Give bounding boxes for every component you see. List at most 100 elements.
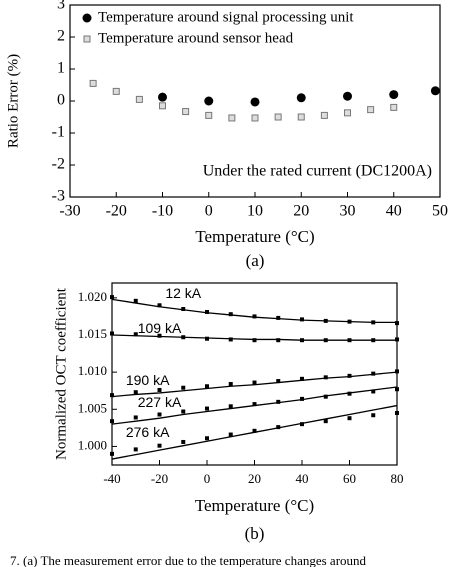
data-point [390,103,398,111]
measured-point [181,307,186,311]
y-tick-label: 1.020 [78,289,107,304]
measured-point [395,321,399,326]
measured-point [347,391,352,396]
measured-point [157,303,162,308]
data-point [274,113,282,121]
measured-point [371,320,376,325]
x-tick-label: 50 [432,203,448,220]
x-tick-label: -20 [151,471,168,486]
data-point [367,106,375,114]
y-tick-label: 0 [57,92,65,109]
measured-point [157,387,162,392]
legend-marker [82,13,92,23]
series-label: 276 kA [126,424,170,440]
data-point [158,92,167,102]
measured-point [181,335,186,340]
measured-point [395,387,399,392]
x-tick-label: 60 [343,471,356,486]
x-tick-label: 40 [296,471,309,486]
y-tick-label: 1.000 [78,437,107,452]
x-tick-label: 80 [391,471,404,486]
x-tick-label: -20 [106,203,127,220]
measured-point [395,411,399,415]
measured-point [371,371,376,376]
measured-point [252,338,257,343]
measured-point [300,338,304,343]
data-point [250,97,260,107]
panel-label: (a) [246,251,265,270]
measured-point [347,319,352,324]
data-point [228,114,236,122]
measured-point [228,432,233,437]
y-axis-label: Ratio Error (%) [5,54,21,148]
measured-point [133,447,138,452]
x-tick-label: -40 [103,471,120,486]
measured-point [228,382,233,387]
measured-point [228,404,233,409]
measured-point [276,338,281,343]
legend-marker [83,35,91,43]
data-point [343,91,352,101]
measured-point [205,309,209,314]
y-tick-label: -1 [52,124,65,141]
data-point [135,95,143,103]
measured-point [276,315,281,320]
data-point [89,79,97,87]
measured-point [323,375,328,380]
measured-point [133,390,138,395]
y-tick-label: 1.010 [78,363,107,378]
data-point [112,87,120,95]
measured-point [252,380,257,385]
x-tick-label: 30 [340,203,356,220]
measured-point [347,338,352,343]
x-tick-label: 0 [205,203,213,220]
data-point [205,111,213,119]
measured-point [133,415,138,420]
measured-point [157,333,162,338]
measured-point [347,416,352,421]
y-tick-label: 3 [57,0,65,13]
x-tick-label: 10 [247,203,263,220]
measured-point [252,314,257,319]
measured-point [181,409,186,414]
measured-point [110,419,114,424]
measured-point [205,436,209,441]
measured-point [133,332,138,337]
data-point [204,96,214,106]
series-label: 227 kA [138,394,182,410]
measured-point [181,385,186,390]
measured-point [110,331,114,336]
x-tick-label: -10 [152,203,173,220]
data-point [296,93,306,103]
data-point [182,108,190,116]
x-axis-label: Temperature (°C) [195,496,314,515]
measured-point [205,384,209,389]
measured-point [300,422,304,427]
measured-point [347,373,352,378]
x-tick-label: 20 [293,203,309,220]
x-tick-label: -30 [59,203,80,220]
data-point [251,114,259,122]
measured-point [276,425,281,430]
annotation: Under the rated current (DC1200A) [203,163,432,180]
data-point [159,102,166,110]
x-tick-label: 40 [386,203,402,220]
data-point [430,86,440,96]
measured-point [228,312,233,317]
measured-point [395,337,399,342]
measured-point [300,396,304,401]
data-point [320,111,328,119]
series-label: 12 kA [165,285,201,301]
measured-point [300,376,304,381]
measured-point [276,399,281,404]
measured-point [205,406,209,411]
measured-point [110,295,114,300]
x-axis-label: Temperature (°C) [195,227,314,246]
x-tick-label: 0 [204,471,211,486]
measured-point [300,317,304,322]
measured-point [110,393,114,398]
measured-point [181,439,186,444]
legend-label: Temperature around sensor head [98,30,294,46]
measured-point [157,412,162,417]
